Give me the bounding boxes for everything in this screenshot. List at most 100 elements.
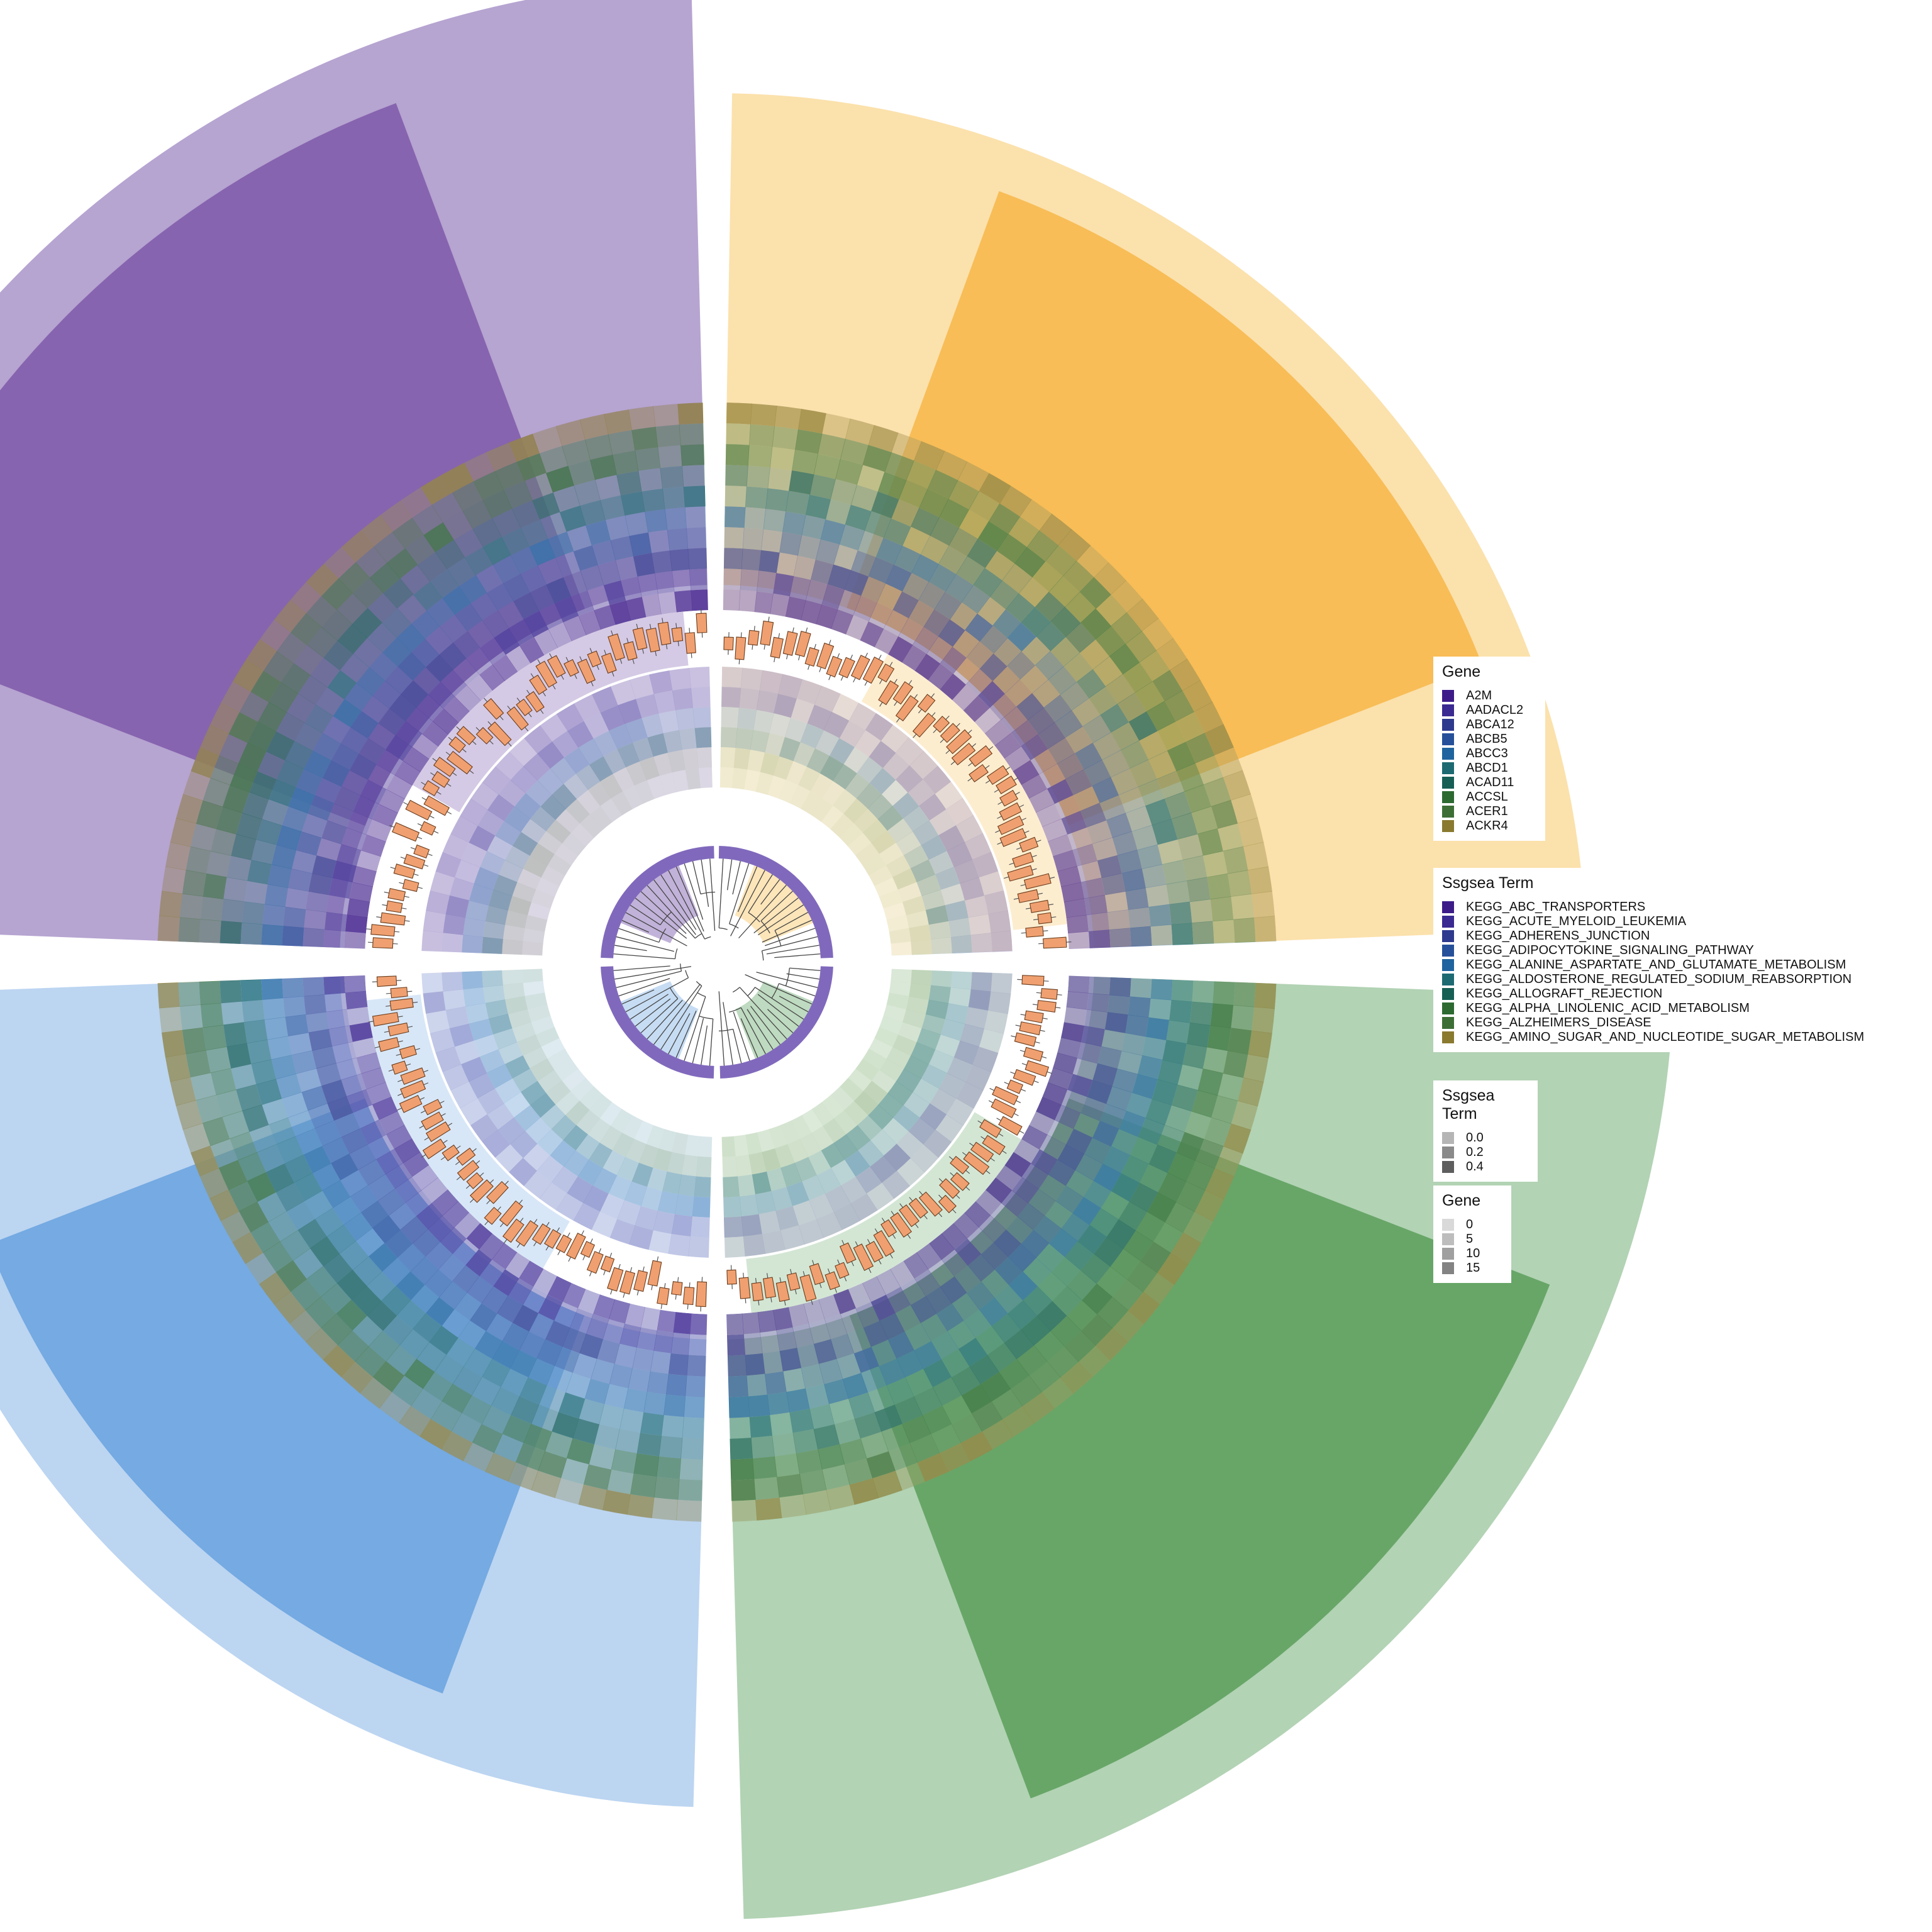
heatmap-cell <box>1039 1135 1067 1160</box>
inner-ring-cell <box>760 752 780 776</box>
heatmap-cell <box>971 1401 1003 1432</box>
heatmap-cell <box>1065 1241 1094 1271</box>
inner-ring-cell <box>720 747 736 769</box>
inner-ring-cell <box>806 748 830 774</box>
heatmap-cell <box>993 1230 1021 1257</box>
legend-swatch <box>1442 733 1454 745</box>
inner-ring-cell <box>816 1211 843 1238</box>
heatmap-cell <box>1000 706 1028 733</box>
heatmap-cell <box>423 522 454 553</box>
inner-ring-cell <box>430 871 455 896</box>
inner-ring-cell <box>600 705 626 731</box>
heatmap-cell <box>609 600 631 625</box>
inner-ring-cell <box>945 900 969 921</box>
heatmap-cell <box>1148 750 1177 780</box>
heatmap-cell <box>1243 841 1269 871</box>
heatmap-cell <box>412 1229 440 1257</box>
heatmap-cell <box>306 891 330 913</box>
heatmap-cell <box>280 663 311 694</box>
heatmap-cell <box>566 525 592 552</box>
heatmap-cell <box>760 1330 780 1353</box>
inner-ring-cell <box>753 709 774 733</box>
heatmap-cell <box>925 1286 952 1314</box>
inner-ring-cell <box>512 831 538 856</box>
heatmap-cell <box>875 538 903 565</box>
heatmap-cell <box>1191 1090 1218 1118</box>
inner-ring-cell <box>600 798 623 823</box>
inner-ring-cell <box>517 869 541 890</box>
heatmap-cell <box>356 850 381 872</box>
heatmap-cell <box>296 1068 322 1093</box>
heatmap-cell <box>440 614 468 643</box>
heatmap-cell <box>887 1331 914 1359</box>
heatmap-cell <box>963 696 990 723</box>
inner-ring-cell <box>946 1098 974 1126</box>
heatmap-cell <box>1055 1185 1084 1213</box>
legend-gene: Gene A2M AADACL2 ABCA12 ABCB5 ABCC3 ABCD1 ACAD… <box>1433 657 1545 841</box>
heatmap-cell <box>626 1494 655 1518</box>
heatmap-cell <box>492 654 518 681</box>
inner-ring-cell <box>460 798 488 826</box>
heatmap-cell <box>1196 1139 1224 1169</box>
inner-ring-cell <box>909 751 938 780</box>
heatmap-cell <box>682 465 705 487</box>
heatmap-cell <box>1007 622 1036 652</box>
heatmap-cell <box>813 1424 840 1450</box>
legend-ssgsea-term-title: Ssgsea Term <box>1442 874 1534 892</box>
heatmap-cell <box>416 1342 447 1372</box>
heatmap-cell <box>1146 701 1176 731</box>
inner-ring-cell <box>537 769 564 795</box>
inner-ring-cell <box>691 687 711 708</box>
heatmap-cell <box>425 626 453 655</box>
heatmap-cell <box>297 1219 328 1249</box>
heatmap-cell <box>1121 869 1146 892</box>
inner-ring-cell <box>477 809 504 836</box>
inner-ring-cell <box>902 806 930 832</box>
heatmap-cell <box>349 1021 373 1042</box>
heatmap-cell <box>532 492 560 520</box>
heatmap-cell <box>770 593 790 617</box>
heatmap-cell <box>1106 1219 1136 1250</box>
heatmap-cell <box>338 562 370 594</box>
heatmap-cell <box>835 458 863 486</box>
heatmap-cell <box>425 1241 453 1270</box>
inner-ring-cell <box>735 728 754 750</box>
inner-ring-cell <box>991 930 1013 952</box>
heatmap-cell <box>326 1009 350 1030</box>
inner-ring-cell <box>574 694 601 721</box>
heatmap-cell <box>428 682 455 709</box>
heatmap-cell <box>630 1474 657 1498</box>
heatmap-cell <box>687 548 708 570</box>
inner-ring-cell <box>639 757 660 780</box>
heatmap-cell <box>511 500 541 528</box>
heatmap-cell <box>960 1431 993 1462</box>
heatmap-cell <box>430 569 459 599</box>
heatmap-cell <box>608 1299 630 1324</box>
heatmap-cell <box>728 1375 748 1397</box>
legend-swatch <box>1442 806 1454 818</box>
heatmap-cell <box>439 1281 467 1309</box>
heatmap-cell <box>389 1202 417 1230</box>
heatmap-cell <box>927 663 953 690</box>
heatmap-cell <box>900 1278 926 1306</box>
heatmap-cell <box>964 1201 991 1228</box>
legend-ssgsea-term-item: KEGG_ALDOSTERONE_REGULATED_SODIUM_REABSO… <box>1442 972 1932 987</box>
inner-ring-cell <box>474 867 499 891</box>
heatmap-cell <box>762 1350 784 1374</box>
heatmap-cell <box>1061 811 1087 835</box>
inner-ring-cell <box>759 670 783 694</box>
inner-ring-cell <box>576 789 601 815</box>
heatmap-cell <box>157 915 180 942</box>
inner-ring-cell <box>610 679 636 706</box>
heatmap-cell <box>493 1269 519 1296</box>
inner-ring-cell <box>948 987 971 1008</box>
inner-ring-cell <box>881 779 908 806</box>
heatmap-cell <box>1112 1310 1145 1343</box>
heatmap-cell <box>515 1443 546 1471</box>
heatmap-cell <box>1214 747 1243 778</box>
heatmap-cell <box>638 468 663 492</box>
heatmap-cell <box>221 680 252 713</box>
inner-ring-cell <box>970 972 992 992</box>
heatmap-cell <box>331 1153 358 1180</box>
heatmap-cell <box>895 1304 921 1332</box>
